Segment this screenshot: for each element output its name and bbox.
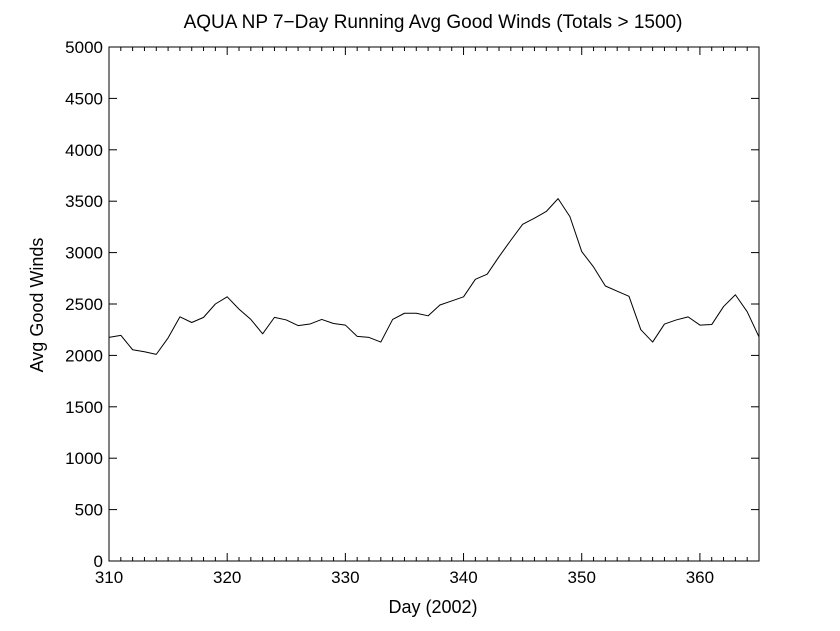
chart-title: AQUA NP 7−Day Running Avg Good Winds (To… xyxy=(184,12,683,33)
plot-area xyxy=(108,46,760,562)
y-tick-label: 500 xyxy=(75,501,103,520)
x-tick-label: 330 xyxy=(331,568,359,587)
x-tick-label: 340 xyxy=(449,568,477,587)
y-tick-label: 3500 xyxy=(65,192,103,211)
y-tick-label: 3000 xyxy=(65,244,103,263)
y-tick-label: 2000 xyxy=(65,346,103,365)
x-tick-label: 350 xyxy=(568,568,596,587)
series-line xyxy=(108,198,760,355)
y-tick-label: 1500 xyxy=(65,398,103,417)
y-tick-label: 2500 xyxy=(65,295,103,314)
x-tick-label: 310 xyxy=(95,568,123,587)
x-tick-label: 360 xyxy=(686,568,714,587)
plot-frame xyxy=(108,46,760,562)
y-axis-label: Avg Good Winds xyxy=(27,238,47,373)
y-tick-label: 5000 xyxy=(65,38,103,57)
y-tick-label: 0 xyxy=(94,552,103,571)
series-layer xyxy=(108,198,760,355)
x-tick-label: 320 xyxy=(213,568,241,587)
y-tick-label: 1000 xyxy=(65,449,103,468)
axis-ticks: 310 320 330 340 350 360 0 500 1000 1500 2000 2500 30… xyxy=(65,38,759,587)
x-axis-label: Day (2002) xyxy=(388,597,477,617)
y-tick-label: 4000 xyxy=(65,141,103,160)
y-tick-label: 4500 xyxy=(65,89,103,108)
